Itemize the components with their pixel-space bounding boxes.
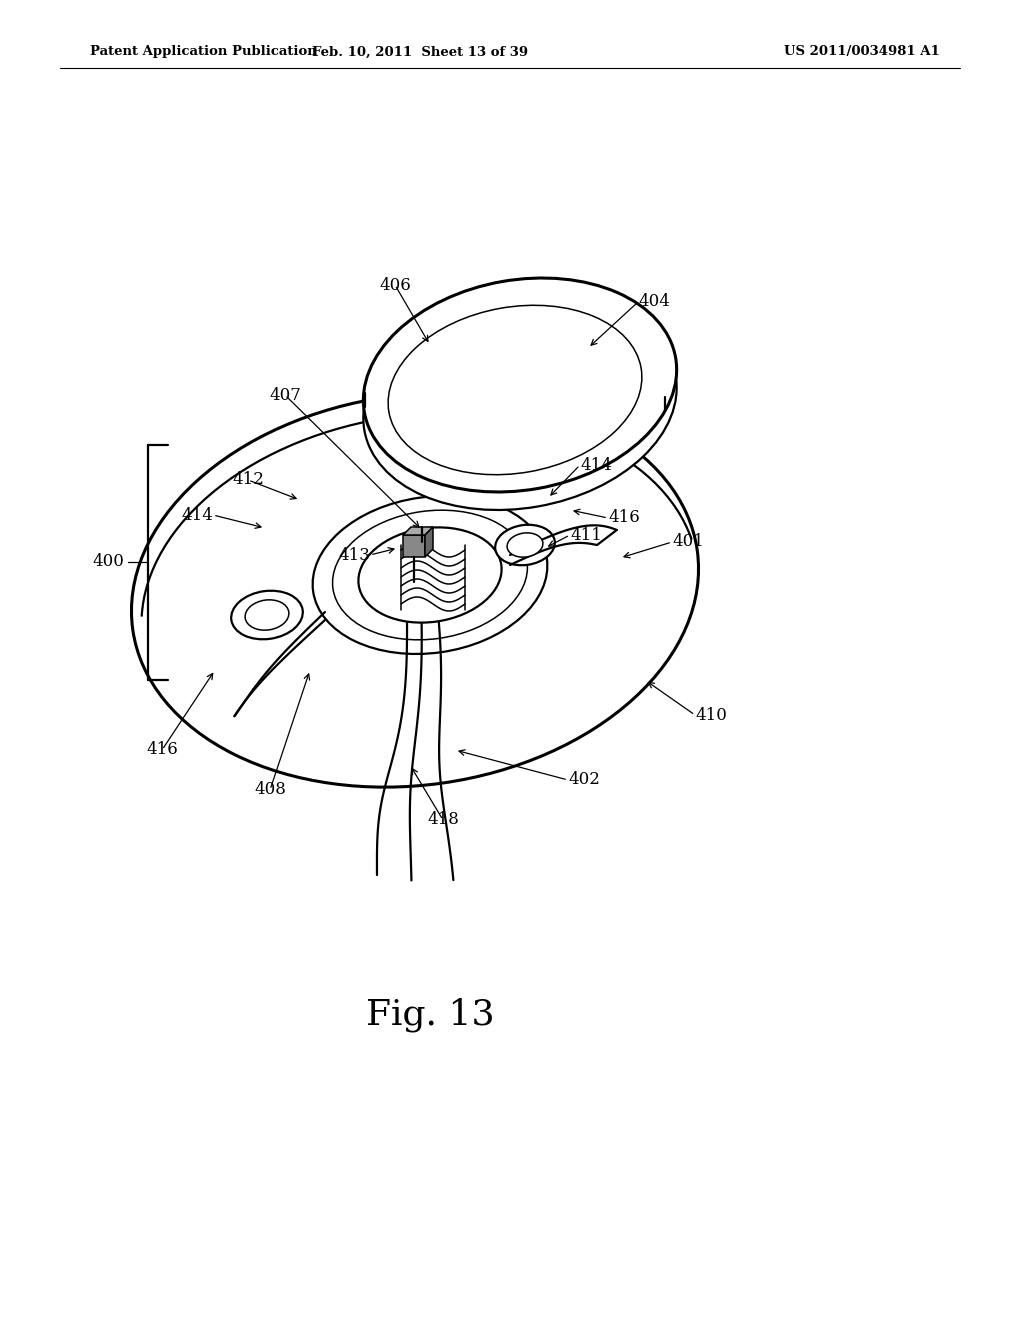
Text: 414: 414 [580,457,612,474]
Text: Feb. 10, 2011  Sheet 13 of 39: Feb. 10, 2011 Sheet 13 of 39 [312,45,528,58]
Ellipse shape [496,525,555,565]
Ellipse shape [333,510,527,640]
Text: 416: 416 [608,510,640,527]
Polygon shape [403,535,425,557]
Text: 414: 414 [181,507,213,524]
Ellipse shape [358,528,502,623]
Text: Fig. 13: Fig. 13 [366,998,495,1032]
Polygon shape [403,527,433,535]
Ellipse shape [507,533,543,557]
Ellipse shape [245,599,289,630]
Text: 418: 418 [427,812,459,829]
Text: 412: 412 [232,471,264,488]
Text: 404: 404 [638,293,670,310]
Text: 410: 410 [695,706,727,723]
Text: 411: 411 [570,527,602,544]
Text: US 2011/0034981 A1: US 2011/0034981 A1 [784,45,940,58]
Text: 407: 407 [269,387,301,404]
Text: 413: 413 [338,546,370,564]
Ellipse shape [364,279,677,492]
Text: Patent Application Publication: Patent Application Publication [90,45,316,58]
Text: 406: 406 [379,276,411,293]
Text: 416: 416 [146,742,178,759]
Ellipse shape [364,296,677,510]
Ellipse shape [312,496,548,653]
Ellipse shape [388,305,642,475]
Text: 400: 400 [92,553,124,570]
Text: 402: 402 [568,771,600,788]
Text: 408: 408 [254,781,286,799]
Polygon shape [425,527,433,557]
Ellipse shape [131,393,698,787]
Text: 401: 401 [672,533,703,550]
Ellipse shape [231,591,303,639]
